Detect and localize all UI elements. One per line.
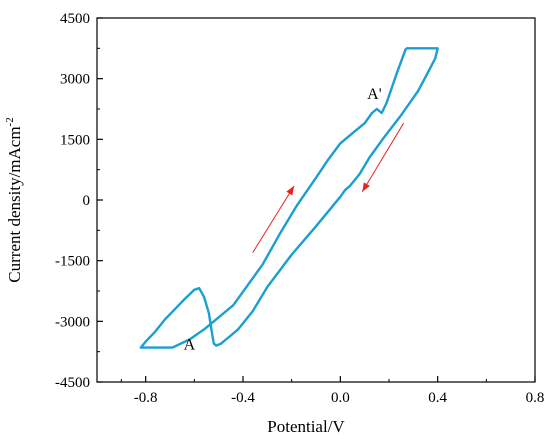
arrow-head — [286, 185, 295, 196]
arrow-line — [252, 185, 295, 253]
y-axis-title-superscript: -2 — [4, 117, 16, 126]
x-tick-label: 0.8 — [526, 390, 545, 406]
y-tick-label: 1500 — [60, 132, 90, 148]
cv-curve — [139, 47, 439, 349]
axis-ticks: -0.8 -0.4 0.0 0.4 0.8 -4500 -3000 -1500 0 1500 300… — [55, 11, 544, 406]
x-axis-title: Potential/V — [267, 417, 345, 436]
y-tick-label: 0 — [83, 193, 91, 209]
annotation-label: A — [184, 337, 196, 354]
plot-border — [96, 17, 536, 383]
arrow-line — [361, 122, 405, 193]
x-tick-label: 0.0 — [331, 390, 350, 406]
y-tick-label: -3000 — [55, 314, 90, 330]
y-tick-label: -4500 — [55, 375, 90, 391]
y-axis-title-main: Current density/mAcm — [5, 126, 24, 282]
plot-frame — [96, 17, 536, 383]
annotation-label: A' — [367, 86, 382, 103]
scan-direction-arrows — [252, 122, 405, 253]
arrow-head — [362, 182, 370, 192]
x-tick-label: 0.4 — [428, 390, 447, 406]
y-tick-label: -1500 — [55, 254, 90, 270]
annotations: A' A — [184, 86, 382, 354]
y-axis-title: Current density/mAcm-2 — [4, 117, 24, 282]
x-tick-label: -0.8 — [134, 390, 158, 406]
y-tick-label: 4500 — [60, 11, 90, 27]
cv-curve-layer — [139, 47, 439, 349]
x-tick-label: -0.4 — [231, 390, 255, 406]
y-tick-label: 3000 — [60, 72, 90, 88]
